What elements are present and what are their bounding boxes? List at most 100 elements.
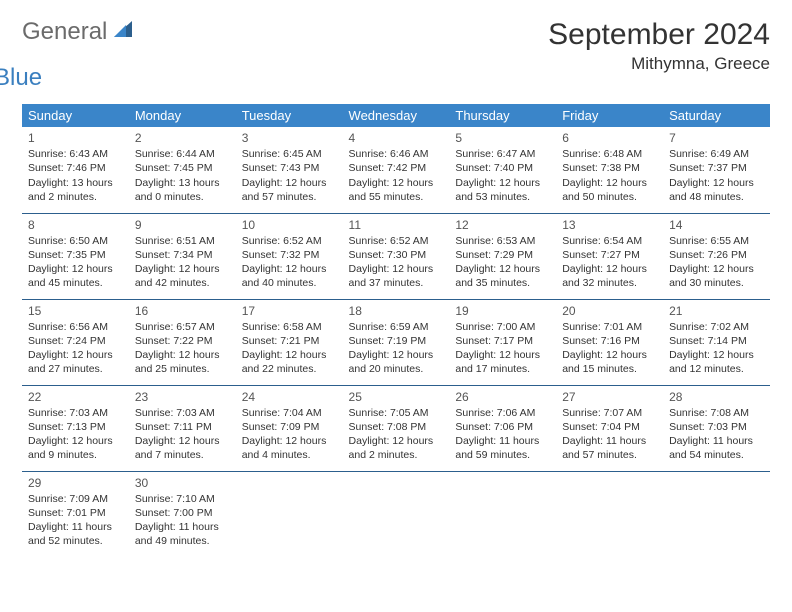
day-daylight: Daylight: 12 hours and 35 minutes. — [455, 262, 550, 290]
day-number: 19 — [455, 303, 550, 319]
day-header: Saturday — [663, 104, 770, 127]
day-daylight: Daylight: 12 hours and 2 minutes. — [349, 434, 444, 462]
day-sunset: Sunset: 7:06 PM — [455, 420, 550, 434]
day-number: 14 — [669, 217, 764, 233]
calendar-row: 29Sunrise: 7:09 AMSunset: 7:01 PMDayligh… — [22, 471, 770, 557]
day-header-row: Sunday Monday Tuesday Wednesday Thursday… — [22, 104, 770, 127]
calendar-cell — [236, 471, 343, 557]
day-sunset: Sunset: 7:40 PM — [455, 161, 550, 175]
calendar-table: Sunday Monday Tuesday Wednesday Thursday… — [22, 104, 770, 557]
day-number: 21 — [669, 303, 764, 319]
logo-text-blue: Blue — [0, 64, 134, 92]
day-sunrise: Sunrise: 6:53 AM — [455, 234, 550, 248]
day-daylight: Daylight: 12 hours and 42 minutes. — [135, 262, 230, 290]
day-number: 20 — [562, 303, 657, 319]
calendar-cell: 4Sunrise: 6:46 AMSunset: 7:42 PMDaylight… — [343, 127, 450, 213]
day-number: 12 — [455, 217, 550, 233]
day-sunrise: Sunrise: 7:06 AM — [455, 406, 550, 420]
calendar-cell: 3Sunrise: 6:45 AMSunset: 7:43 PMDaylight… — [236, 127, 343, 213]
day-daylight: Daylight: 12 hours and 15 minutes. — [562, 348, 657, 376]
day-sunset: Sunset: 7:42 PM — [349, 161, 444, 175]
day-sunset: Sunset: 7:21 PM — [242, 334, 337, 348]
day-sunrise: Sunrise: 7:01 AM — [562, 320, 657, 334]
day-sunrise: Sunrise: 7:02 AM — [669, 320, 764, 334]
logo-text-general: General — [22, 18, 107, 45]
calendar-cell: 25Sunrise: 7:05 AMSunset: 7:08 PMDayligh… — [343, 385, 450, 471]
calendar-cell: 21Sunrise: 7:02 AMSunset: 7:14 PMDayligh… — [663, 299, 770, 385]
calendar-cell: 2Sunrise: 6:44 AMSunset: 7:45 PMDaylight… — [129, 127, 236, 213]
day-sunset: Sunset: 7:43 PM — [242, 161, 337, 175]
day-sunset: Sunset: 7:38 PM — [562, 161, 657, 175]
day-daylight: Daylight: 12 hours and 55 minutes. — [349, 176, 444, 204]
day-sunrise: Sunrise: 6:44 AM — [135, 147, 230, 161]
day-daylight: Daylight: 12 hours and 9 minutes. — [28, 434, 123, 462]
calendar-cell: 6Sunrise: 6:48 AMSunset: 7:38 PMDaylight… — [556, 127, 663, 213]
calendar-row: 15Sunrise: 6:56 AMSunset: 7:24 PMDayligh… — [22, 299, 770, 385]
day-daylight: Daylight: 12 hours and 40 minutes. — [242, 262, 337, 290]
day-daylight: Daylight: 11 hours and 57 minutes. — [562, 434, 657, 462]
day-sunrise: Sunrise: 6:56 AM — [28, 320, 123, 334]
day-number: 26 — [455, 389, 550, 405]
calendar-cell: 16Sunrise: 6:57 AMSunset: 7:22 PMDayligh… — [129, 299, 236, 385]
day-daylight: Daylight: 12 hours and 57 minutes. — [242, 176, 337, 204]
day-sunrise: Sunrise: 7:03 AM — [135, 406, 230, 420]
calendar-cell: 13Sunrise: 6:54 AMSunset: 7:27 PMDayligh… — [556, 213, 663, 299]
day-sunset: Sunset: 7:14 PM — [669, 334, 764, 348]
day-sunset: Sunset: 7:32 PM — [242, 248, 337, 262]
calendar-cell: 8Sunrise: 6:50 AMSunset: 7:35 PMDaylight… — [22, 213, 129, 299]
day-number: 13 — [562, 217, 657, 233]
calendar-cell: 30Sunrise: 7:10 AMSunset: 7:00 PMDayligh… — [129, 471, 236, 557]
header: General Blue September 2024 Mithymna, Gr… — [22, 18, 770, 92]
calendar-cell: 23Sunrise: 7:03 AMSunset: 7:11 PMDayligh… — [129, 385, 236, 471]
day-sunset: Sunset: 7:29 PM — [455, 248, 550, 262]
page-title: September 2024 — [548, 18, 770, 52]
day-sunset: Sunset: 7:11 PM — [135, 420, 230, 434]
day-sunset: Sunset: 7:34 PM — [135, 248, 230, 262]
day-daylight: Daylight: 11 hours and 52 minutes. — [28, 520, 123, 548]
day-sunset: Sunset: 7:30 PM — [349, 248, 444, 262]
day-sunset: Sunset: 7:26 PM — [669, 248, 764, 262]
day-header: Sunday — [22, 104, 129, 127]
day-sunrise: Sunrise: 6:47 AM — [455, 147, 550, 161]
day-header: Tuesday — [236, 104, 343, 127]
day-daylight: Daylight: 12 hours and 20 minutes. — [349, 348, 444, 376]
day-daylight: Daylight: 12 hours and 12 minutes. — [669, 348, 764, 376]
calendar-cell: 29Sunrise: 7:09 AMSunset: 7:01 PMDayligh… — [22, 471, 129, 557]
calendar-cell: 12Sunrise: 6:53 AMSunset: 7:29 PMDayligh… — [449, 213, 556, 299]
day-daylight: Daylight: 12 hours and 30 minutes. — [669, 262, 764, 290]
day-daylight: Daylight: 12 hours and 7 minutes. — [135, 434, 230, 462]
day-number: 5 — [455, 130, 550, 146]
day-header: Friday — [556, 104, 663, 127]
calendar-cell: 5Sunrise: 6:47 AMSunset: 7:40 PMDaylight… — [449, 127, 556, 213]
day-sunrise: Sunrise: 6:59 AM — [349, 320, 444, 334]
calendar-cell: 18Sunrise: 6:59 AMSunset: 7:19 PMDayligh… — [343, 299, 450, 385]
day-number: 28 — [669, 389, 764, 405]
day-daylight: Daylight: 12 hours and 25 minutes. — [135, 348, 230, 376]
day-number: 2 — [135, 130, 230, 146]
day-sunrise: Sunrise: 7:10 AM — [135, 492, 230, 506]
day-sunset: Sunset: 7:09 PM — [242, 420, 337, 434]
day-number: 8 — [28, 217, 123, 233]
day-daylight: Daylight: 12 hours and 50 minutes. — [562, 176, 657, 204]
day-daylight: Daylight: 12 hours and 17 minutes. — [455, 348, 550, 376]
day-sunrise: Sunrise: 7:09 AM — [28, 492, 123, 506]
day-sunrise: Sunrise: 7:00 AM — [455, 320, 550, 334]
calendar-cell: 27Sunrise: 7:07 AMSunset: 7:04 PMDayligh… — [556, 385, 663, 471]
title-block: September 2024 Mithymna, Greece — [548, 18, 770, 74]
day-number: 22 — [28, 389, 123, 405]
day-daylight: Daylight: 12 hours and 48 minutes. — [669, 176, 764, 204]
day-daylight: Daylight: 13 hours and 2 minutes. — [28, 176, 123, 204]
day-sunset: Sunset: 7:01 PM — [28, 506, 123, 520]
day-sunrise: Sunrise: 7:04 AM — [242, 406, 337, 420]
day-sunrise: Sunrise: 6:51 AM — [135, 234, 230, 248]
day-sunset: Sunset: 7:08 PM — [349, 420, 444, 434]
day-number: 29 — [28, 475, 123, 491]
day-number: 6 — [562, 130, 657, 146]
day-number: 16 — [135, 303, 230, 319]
day-sunset: Sunset: 7:19 PM — [349, 334, 444, 348]
calendar-cell — [556, 471, 663, 557]
logo: General Blue — [22, 18, 134, 92]
day-sunset: Sunset: 7:00 PM — [135, 506, 230, 520]
day-number: 7 — [669, 130, 764, 146]
day-header: Wednesday — [343, 104, 450, 127]
